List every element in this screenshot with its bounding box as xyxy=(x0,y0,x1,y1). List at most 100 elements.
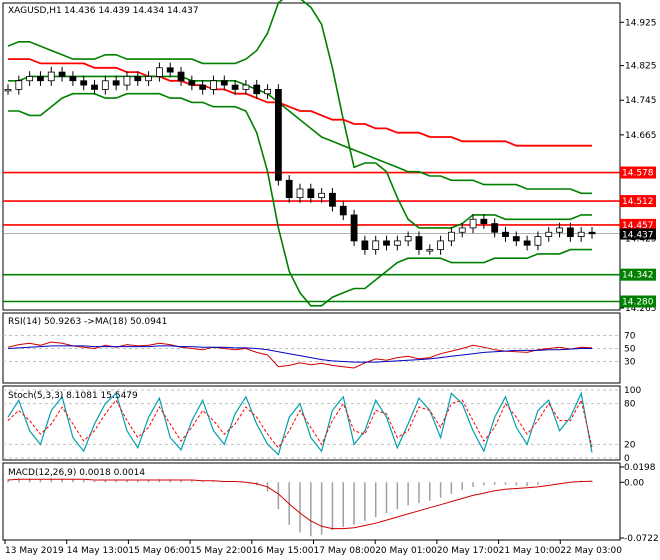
time-tick-label: 21 May 10:00 xyxy=(499,546,561,556)
price-pane[interactable] xyxy=(2,2,621,311)
candle-body xyxy=(502,231,509,237)
candle-body xyxy=(361,240,369,250)
level-label: 14.342 xyxy=(622,271,654,281)
candle-body xyxy=(415,236,423,250)
candle-body xyxy=(58,71,66,77)
candle-body xyxy=(80,80,88,86)
candle-body xyxy=(156,67,163,77)
candle-body xyxy=(523,240,531,246)
bollinger-upper-line xyxy=(7,0,592,229)
macd-pane[interactable] xyxy=(2,462,621,541)
rsi-series xyxy=(7,341,593,369)
candle-body xyxy=(307,188,315,199)
symbol-label: XAGUSD,H1 xyxy=(8,6,62,16)
candle-body xyxy=(134,76,142,82)
candle-body xyxy=(339,205,347,216)
time-tick-label: 16 May 15:00 xyxy=(252,546,314,556)
candle-body xyxy=(393,240,401,246)
rsi-ma-line xyxy=(7,345,592,363)
candle-body xyxy=(491,223,499,233)
candle-body xyxy=(220,80,228,86)
level-tag xyxy=(620,268,656,281)
candle-body xyxy=(210,80,217,90)
candle-body xyxy=(350,214,358,242)
macd-signal-line xyxy=(7,478,593,530)
macd-grid: 0.0198 0.00 -0.0722 xyxy=(620,463,659,544)
current-price-label: 14.437 xyxy=(622,231,654,241)
candle-body xyxy=(448,231,455,242)
rsi-label: RSI(14) 50.9263 ->MA(18) 50.0941 xyxy=(8,317,167,327)
candle-body xyxy=(577,231,585,237)
level-label: 14.457 xyxy=(622,221,654,231)
candle-body xyxy=(242,84,250,90)
macd-axis-label: 0.0198 xyxy=(624,463,656,473)
candle-body xyxy=(285,179,293,199)
candle-body xyxy=(372,240,380,250)
candle-body xyxy=(545,231,553,237)
candle-body xyxy=(556,227,563,233)
price-tick-label: 14.265 xyxy=(625,304,657,314)
stoch-axis-label: 80 xyxy=(624,400,636,410)
rsi-line xyxy=(7,341,593,369)
candle-body xyxy=(166,67,174,73)
ma-slow-line xyxy=(8,58,592,147)
price-tick-label: 14.665 xyxy=(625,131,657,141)
candle-body xyxy=(566,227,574,237)
stoch-axis-label: 0 xyxy=(624,454,630,464)
stoch-signal-line xyxy=(7,398,593,449)
macd-series xyxy=(7,478,593,530)
candle-body xyxy=(329,192,336,207)
candle-body xyxy=(101,80,109,90)
candle-body xyxy=(231,84,239,90)
time-tick-label: 17 May 08:00 xyxy=(314,546,376,556)
stoch-series xyxy=(7,391,593,456)
time-tick-label: 20 May 01:00 xyxy=(375,546,437,556)
candle-body xyxy=(177,71,185,82)
candle-body xyxy=(112,80,120,86)
candle-body xyxy=(264,89,271,95)
candle-body xyxy=(199,84,207,90)
candle-body xyxy=(26,76,34,82)
stoch-axis-label: 100 xyxy=(624,386,641,396)
candle-body xyxy=(383,240,390,246)
candle-body xyxy=(69,76,77,82)
macd-label: MACD(12,26,9) 0.0018 0.0014 xyxy=(8,468,145,478)
candle-body xyxy=(426,249,434,252)
candle-body xyxy=(296,188,304,199)
rsi-axis-label: 30 xyxy=(624,358,636,368)
candle-body xyxy=(15,80,23,90)
candle-body xyxy=(4,89,12,92)
price-tick-label: 14.825 xyxy=(625,62,657,72)
time-tick-label: 15 May 22:00 xyxy=(190,546,252,556)
time-tick-label: 22 May 03:00 xyxy=(560,546,622,556)
current-price-tag xyxy=(620,228,656,240)
level-lines: 14.578 14.512 14.457 14.342 14.280 14.437 xyxy=(3,166,656,308)
candle-body xyxy=(512,236,520,242)
candle-body xyxy=(91,84,98,90)
stoch-axis-label: 20 xyxy=(624,440,636,450)
candle-body xyxy=(188,80,196,86)
stoch-main-line xyxy=(7,391,593,456)
time-tick-label: 14 May 13:00 xyxy=(67,546,129,556)
time-tick-label: 15 May 06:00 xyxy=(128,546,190,556)
candle-body xyxy=(318,192,326,199)
macd-axis-label: -0.0722 xyxy=(624,534,659,544)
candle-body xyxy=(145,76,152,82)
candle-body xyxy=(588,231,596,235)
price-tick-label: 14.745 xyxy=(625,96,657,106)
price-tick-label: 14.425 xyxy=(625,235,657,245)
candle-body xyxy=(480,218,488,224)
level-label: 14.280 xyxy=(622,298,654,308)
macd-axis-label: 0.00 xyxy=(624,478,644,488)
price-tick-label: 14.925 xyxy=(625,18,657,28)
candle-body xyxy=(458,227,466,233)
macd-histogram xyxy=(7,478,593,537)
rsi-axis-label: 50 xyxy=(624,345,636,355)
candle-body xyxy=(37,76,44,82)
level-label: 14.512 xyxy=(622,197,654,207)
candle-body xyxy=(253,84,261,95)
level-tag xyxy=(620,218,656,231)
stochastic-pane[interactable] xyxy=(2,385,621,461)
time-tick-label: 13 May 2019 xyxy=(5,546,64,556)
